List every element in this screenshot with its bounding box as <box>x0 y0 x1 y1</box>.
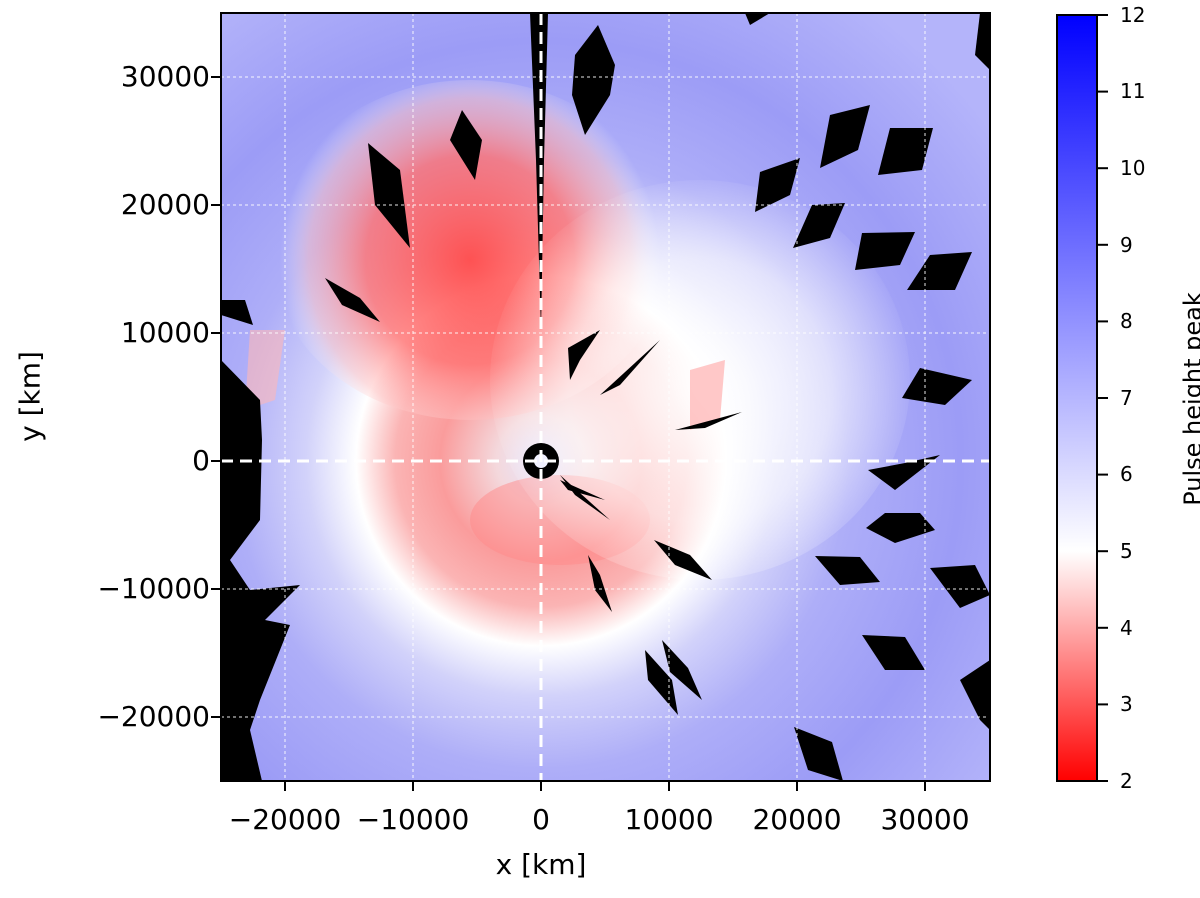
y-tick-label: 30000 <box>120 60 210 93</box>
colorbar-tick-label: 10 <box>1120 156 1146 180</box>
colorbar-tick-label: 3 <box>1120 692 1133 716</box>
x-axis-ticks <box>284 781 926 791</box>
colorbar-tick-label: 11 <box>1120 79 1146 103</box>
colorbar-tick-label: 12 <box>1120 3 1146 27</box>
colorbar-tick-label: 4 <box>1120 616 1133 640</box>
colorbar-ticks <box>1097 14 1108 782</box>
y-tick-label: 0 <box>192 444 210 477</box>
x-tick-label: 30000 <box>880 803 970 836</box>
heatmap-field <box>221 13 990 781</box>
colorbar-tick-label: 5 <box>1120 539 1133 563</box>
y-tick-label: 10000 <box>120 316 210 349</box>
colorbar-tick-label: 8 <box>1120 309 1133 333</box>
colorbar-label: Pulse height peak <box>1179 292 1200 506</box>
colorbar-tick-label: 9 <box>1120 233 1133 257</box>
y-tick-label: 20000 <box>120 188 210 221</box>
masked-regions <box>221 13 990 781</box>
colorbar <box>1056 14 1098 782</box>
colorbar-tick-label: 6 <box>1120 462 1133 486</box>
y-axis-ticks <box>211 76 221 718</box>
y-tick-label: −10000 <box>97 572 210 605</box>
colorbar-tick-label: 2 <box>1120 769 1133 793</box>
axes-frame <box>220 12 991 782</box>
y-tick-label: −20000 <box>97 700 210 733</box>
y-axis-label: y [km] <box>13 351 47 442</box>
x-tick-label: 20000 <box>752 803 842 836</box>
zero-reference-lines <box>221 13 990 781</box>
grid-lines <box>221 13 990 781</box>
x-tick-label: −10000 <box>356 803 470 836</box>
x-tick-label: 0 <box>532 803 550 836</box>
x-tick-label: −20000 <box>228 803 342 836</box>
colorbar-tick-label: 7 <box>1120 386 1133 410</box>
x-tick-label: 10000 <box>624 803 714 836</box>
x-axis-label: x [km] <box>495 848 587 881</box>
